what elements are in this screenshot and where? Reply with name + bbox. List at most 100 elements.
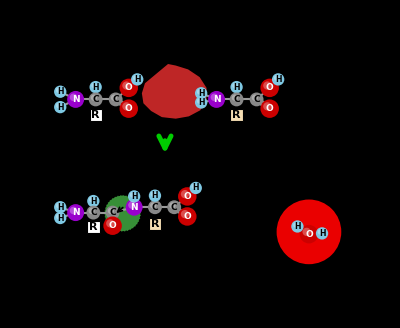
Text: N: N [130,203,138,212]
Text: O: O [266,83,274,92]
Circle shape [148,200,162,214]
Text: H: H [131,192,138,201]
Circle shape [130,192,135,198]
Circle shape [88,208,95,214]
Circle shape [120,79,138,97]
Circle shape [54,101,66,113]
Circle shape [178,207,196,226]
Circle shape [291,220,304,233]
Circle shape [87,195,100,207]
Circle shape [67,204,84,221]
Circle shape [70,93,77,101]
Text: R: R [92,110,100,120]
Circle shape [106,206,120,219]
Circle shape [232,83,238,88]
FancyBboxPatch shape [90,109,102,121]
Text: H: H [198,98,204,107]
Circle shape [56,87,62,93]
Circle shape [181,190,189,198]
Circle shape [105,196,140,231]
Text: R: R [232,110,241,120]
Circle shape [56,214,62,219]
Circle shape [252,94,258,101]
Circle shape [56,103,62,108]
Circle shape [272,73,284,86]
Text: H: H [57,214,64,222]
Circle shape [151,191,156,197]
Circle shape [126,199,143,216]
Text: H: H [57,87,64,96]
Circle shape [91,94,97,101]
Text: C: C [253,95,260,104]
Circle shape [260,79,279,97]
Text: C: C [112,95,119,104]
Circle shape [120,99,138,118]
Circle shape [250,92,264,106]
Circle shape [197,89,202,94]
Circle shape [54,212,66,224]
Text: H: H [152,191,158,200]
Text: H: H [57,103,64,112]
Circle shape [263,81,272,90]
FancyBboxPatch shape [230,109,243,121]
Circle shape [56,203,62,209]
Circle shape [263,102,272,111]
Circle shape [300,225,318,243]
Text: C: C [90,208,97,217]
Polygon shape [142,64,206,119]
Circle shape [211,93,218,101]
Circle shape [167,200,181,214]
Circle shape [293,222,299,228]
Circle shape [181,210,189,218]
Circle shape [89,197,94,202]
Circle shape [260,99,279,118]
Circle shape [232,94,238,101]
Text: H: H [90,196,97,206]
Circle shape [316,227,328,239]
Circle shape [195,87,207,99]
Text: C: C [92,95,99,104]
Circle shape [106,219,114,228]
Text: R: R [89,222,98,232]
Text: O: O [305,230,313,239]
Text: H: H [92,83,99,92]
Circle shape [122,81,131,90]
Text: H: H [192,183,199,193]
Circle shape [131,73,144,86]
Circle shape [86,206,100,219]
Circle shape [67,91,84,108]
Circle shape [54,86,66,98]
Text: N: N [213,95,220,104]
Text: O: O [184,192,191,201]
Text: H: H [134,75,140,84]
Text: C: C [109,208,116,217]
Circle shape [89,92,102,106]
Circle shape [192,184,197,189]
Text: C: C [233,95,240,104]
Text: O: O [184,212,191,221]
Circle shape [274,75,279,81]
Circle shape [277,199,341,264]
Circle shape [190,182,202,194]
Circle shape [128,190,140,203]
Circle shape [108,208,114,214]
Circle shape [169,202,176,209]
Circle shape [230,81,243,93]
Circle shape [103,216,122,235]
Circle shape [230,92,244,106]
Text: O: O [266,104,274,113]
Text: O: O [109,221,116,230]
Circle shape [150,202,156,209]
Text: C: C [171,203,178,212]
FancyBboxPatch shape [87,221,100,234]
Text: O: O [125,104,133,113]
Text: H: H [319,229,325,238]
Circle shape [133,75,138,81]
Text: H: H [275,75,281,84]
Text: H: H [233,83,240,92]
Circle shape [149,190,161,202]
Text: N: N [72,208,80,217]
Circle shape [302,228,311,236]
Circle shape [54,201,66,214]
Circle shape [122,102,131,111]
